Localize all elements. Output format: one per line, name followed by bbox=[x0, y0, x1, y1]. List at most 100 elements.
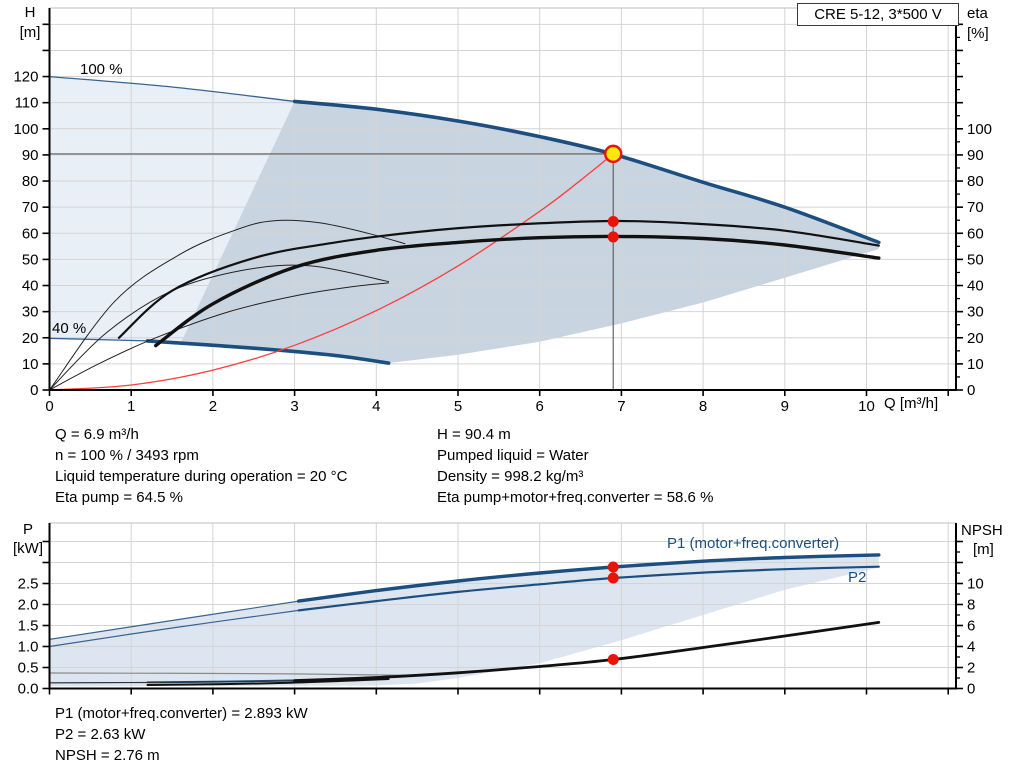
tick-label-left: 20 bbox=[22, 330, 39, 347]
tick-label-right: 30 bbox=[967, 304, 984, 321]
tick-label-right: 90 bbox=[967, 147, 984, 164]
tick-label-x: 5 bbox=[454, 398, 462, 415]
region-operating-envelope bbox=[147, 101, 879, 364]
region-power-envelope bbox=[49, 554, 879, 687]
tick-label-x: 4 bbox=[372, 398, 380, 415]
tick-label-x: 7 bbox=[617, 398, 625, 415]
tick-label-left: 1.0 bbox=[18, 639, 39, 656]
tick-label-right: 2 bbox=[967, 660, 975, 677]
p2-curve bbox=[297, 565, 880, 612]
annotation-temperature: Liquid temperature during operation = 20… bbox=[55, 468, 348, 485]
annotation-speed: n = 100 % / 3493 rpm bbox=[55, 447, 199, 464]
tick-label-x: 10 bbox=[858, 398, 875, 415]
tick-label-right: 20 bbox=[967, 330, 984, 347]
axis-title-npsh-unit: [m] bbox=[973, 541, 994, 558]
tick-label-right: 60 bbox=[967, 225, 984, 242]
tick-label-right: 80 bbox=[967, 173, 984, 190]
axis-title-head: H bbox=[24, 4, 36, 21]
annotation-liquid: Pumped liquid = Water bbox=[437, 447, 589, 464]
tick-label-left: 10 bbox=[22, 356, 39, 373]
tick-label-x: 3 bbox=[290, 398, 298, 415]
tick-label-left: 0 bbox=[30, 382, 38, 399]
label-p1-curve: P1 (motor+freq.converter) bbox=[667, 535, 840, 552]
tick-label-x: 1 bbox=[127, 398, 135, 415]
tick-label-right: 10 bbox=[967, 576, 984, 593]
tick-label-right: 40 bbox=[967, 278, 984, 295]
tick-label-right: 0 bbox=[967, 382, 975, 399]
eta-reduced-speed-2 bbox=[49, 264, 390, 391]
annotation-eta-total: Eta pump+motor+freq.converter = 58.6 % bbox=[437, 489, 714, 506]
eta-reduced-speed-3 bbox=[49, 282, 390, 391]
tick-label-left: 2.5 bbox=[18, 576, 39, 593]
eta-total-point bbox=[607, 231, 619, 243]
npsh-curve bbox=[293, 621, 881, 682]
tick-label-left: 120 bbox=[13, 69, 38, 86]
annotation-p2: P2 = 2.63 kW bbox=[55, 726, 146, 743]
curve-100pct-extension bbox=[48, 75, 296, 103]
tick-label-x: 8 bbox=[699, 398, 707, 415]
tick-label-left: 110 bbox=[15, 95, 39, 112]
tick-label-left: 2.0 bbox=[18, 597, 39, 614]
eta-pump-point bbox=[607, 216, 619, 228]
label-speed-100: 100 % bbox=[80, 61, 123, 78]
p-gray-line bbox=[48, 672, 426, 677]
tick-label-left: 40 bbox=[22, 278, 39, 295]
npsh-40pct-curve bbox=[146, 678, 390, 686]
tick-label-right: 6 bbox=[967, 618, 975, 635]
tick-label-right: 100 bbox=[967, 121, 992, 138]
annotation-p1: P1 (motor+freq.converter) = 2.893 kW bbox=[55, 705, 308, 722]
npsh-extension bbox=[49, 680, 296, 684]
tick-label-right: 4 bbox=[967, 639, 975, 656]
tick-label-left: 90 bbox=[22, 147, 39, 164]
curve-40pct bbox=[145, 339, 391, 365]
tick-label-right: 70 bbox=[967, 199, 984, 216]
p2-point bbox=[607, 572, 619, 584]
annotation-head: H = 90.4 m bbox=[437, 426, 511, 443]
eta-pump-curve bbox=[117, 219, 880, 339]
pump-title-box: CRE 5-12, 3*500 V bbox=[797, 3, 959, 26]
tick-label-x: 0 bbox=[45, 398, 53, 415]
axis-title-head-unit: [m] bbox=[19, 24, 41, 41]
axis-title-power-unit: [kW] bbox=[13, 540, 43, 557]
annotation-npsh: NPSH = 2.76 m bbox=[55, 747, 160, 764]
annotation-eta-pump: Eta pump = 64.5 % bbox=[55, 489, 183, 506]
operating-point[interactable] bbox=[604, 144, 623, 164]
annotation-density: Density = 998.2 kg/m³ bbox=[437, 468, 584, 485]
p1-curve bbox=[297, 553, 881, 603]
tick-label-left: 1.5 bbox=[18, 618, 39, 635]
axis-title-flow: Q [m³/h] bbox=[884, 395, 939, 412]
tick-label-left: 0.0 bbox=[18, 681, 39, 698]
axis-title-eta: eta bbox=[967, 5, 988, 22]
label-speed-40: 40 % bbox=[52, 320, 87, 337]
npsh-point bbox=[607, 654, 619, 666]
axis-title-npsh: NPSH bbox=[961, 522, 1003, 539]
annotation-flow: Q = 6.9 m³/h bbox=[55, 426, 139, 443]
tick-label-x: 6 bbox=[536, 398, 544, 415]
tick-label-right: 0 bbox=[967, 681, 975, 698]
label-p2-curve: P2 bbox=[848, 569, 867, 586]
region-light-speed-range bbox=[49, 76, 295, 345]
p1-extension bbox=[48, 600, 300, 640]
eta-total-curve bbox=[154, 234, 881, 348]
tick-label-left: 70 bbox=[22, 199, 39, 216]
curve-100pct bbox=[292, 99, 881, 245]
tick-label-right: 8 bbox=[967, 597, 975, 614]
eta-reduced-speed-1 bbox=[49, 219, 406, 391]
tick-label-left: 50 bbox=[22, 251, 39, 268]
p2-extension bbox=[48, 609, 300, 648]
system-curve bbox=[48, 153, 614, 391]
tick-label-left: 0.5 bbox=[18, 660, 39, 677]
tick-label-left: 60 bbox=[22, 225, 39, 242]
tick-label-left: 100 bbox=[13, 121, 38, 138]
tick-label-right: 10 bbox=[967, 356, 984, 373]
pump-title: CRE 5-12, 3*500 V bbox=[814, 6, 942, 23]
tick-label-x: 2 bbox=[209, 398, 217, 415]
tick-label-left: 30 bbox=[22, 304, 39, 321]
tick-label-x: 9 bbox=[781, 398, 789, 415]
axis-title-power: P bbox=[22, 521, 33, 538]
p1-point bbox=[607, 561, 619, 573]
tick-label-left: 80 bbox=[22, 173, 39, 190]
axis-title-eta-unit: [%] bbox=[967, 25, 989, 42]
